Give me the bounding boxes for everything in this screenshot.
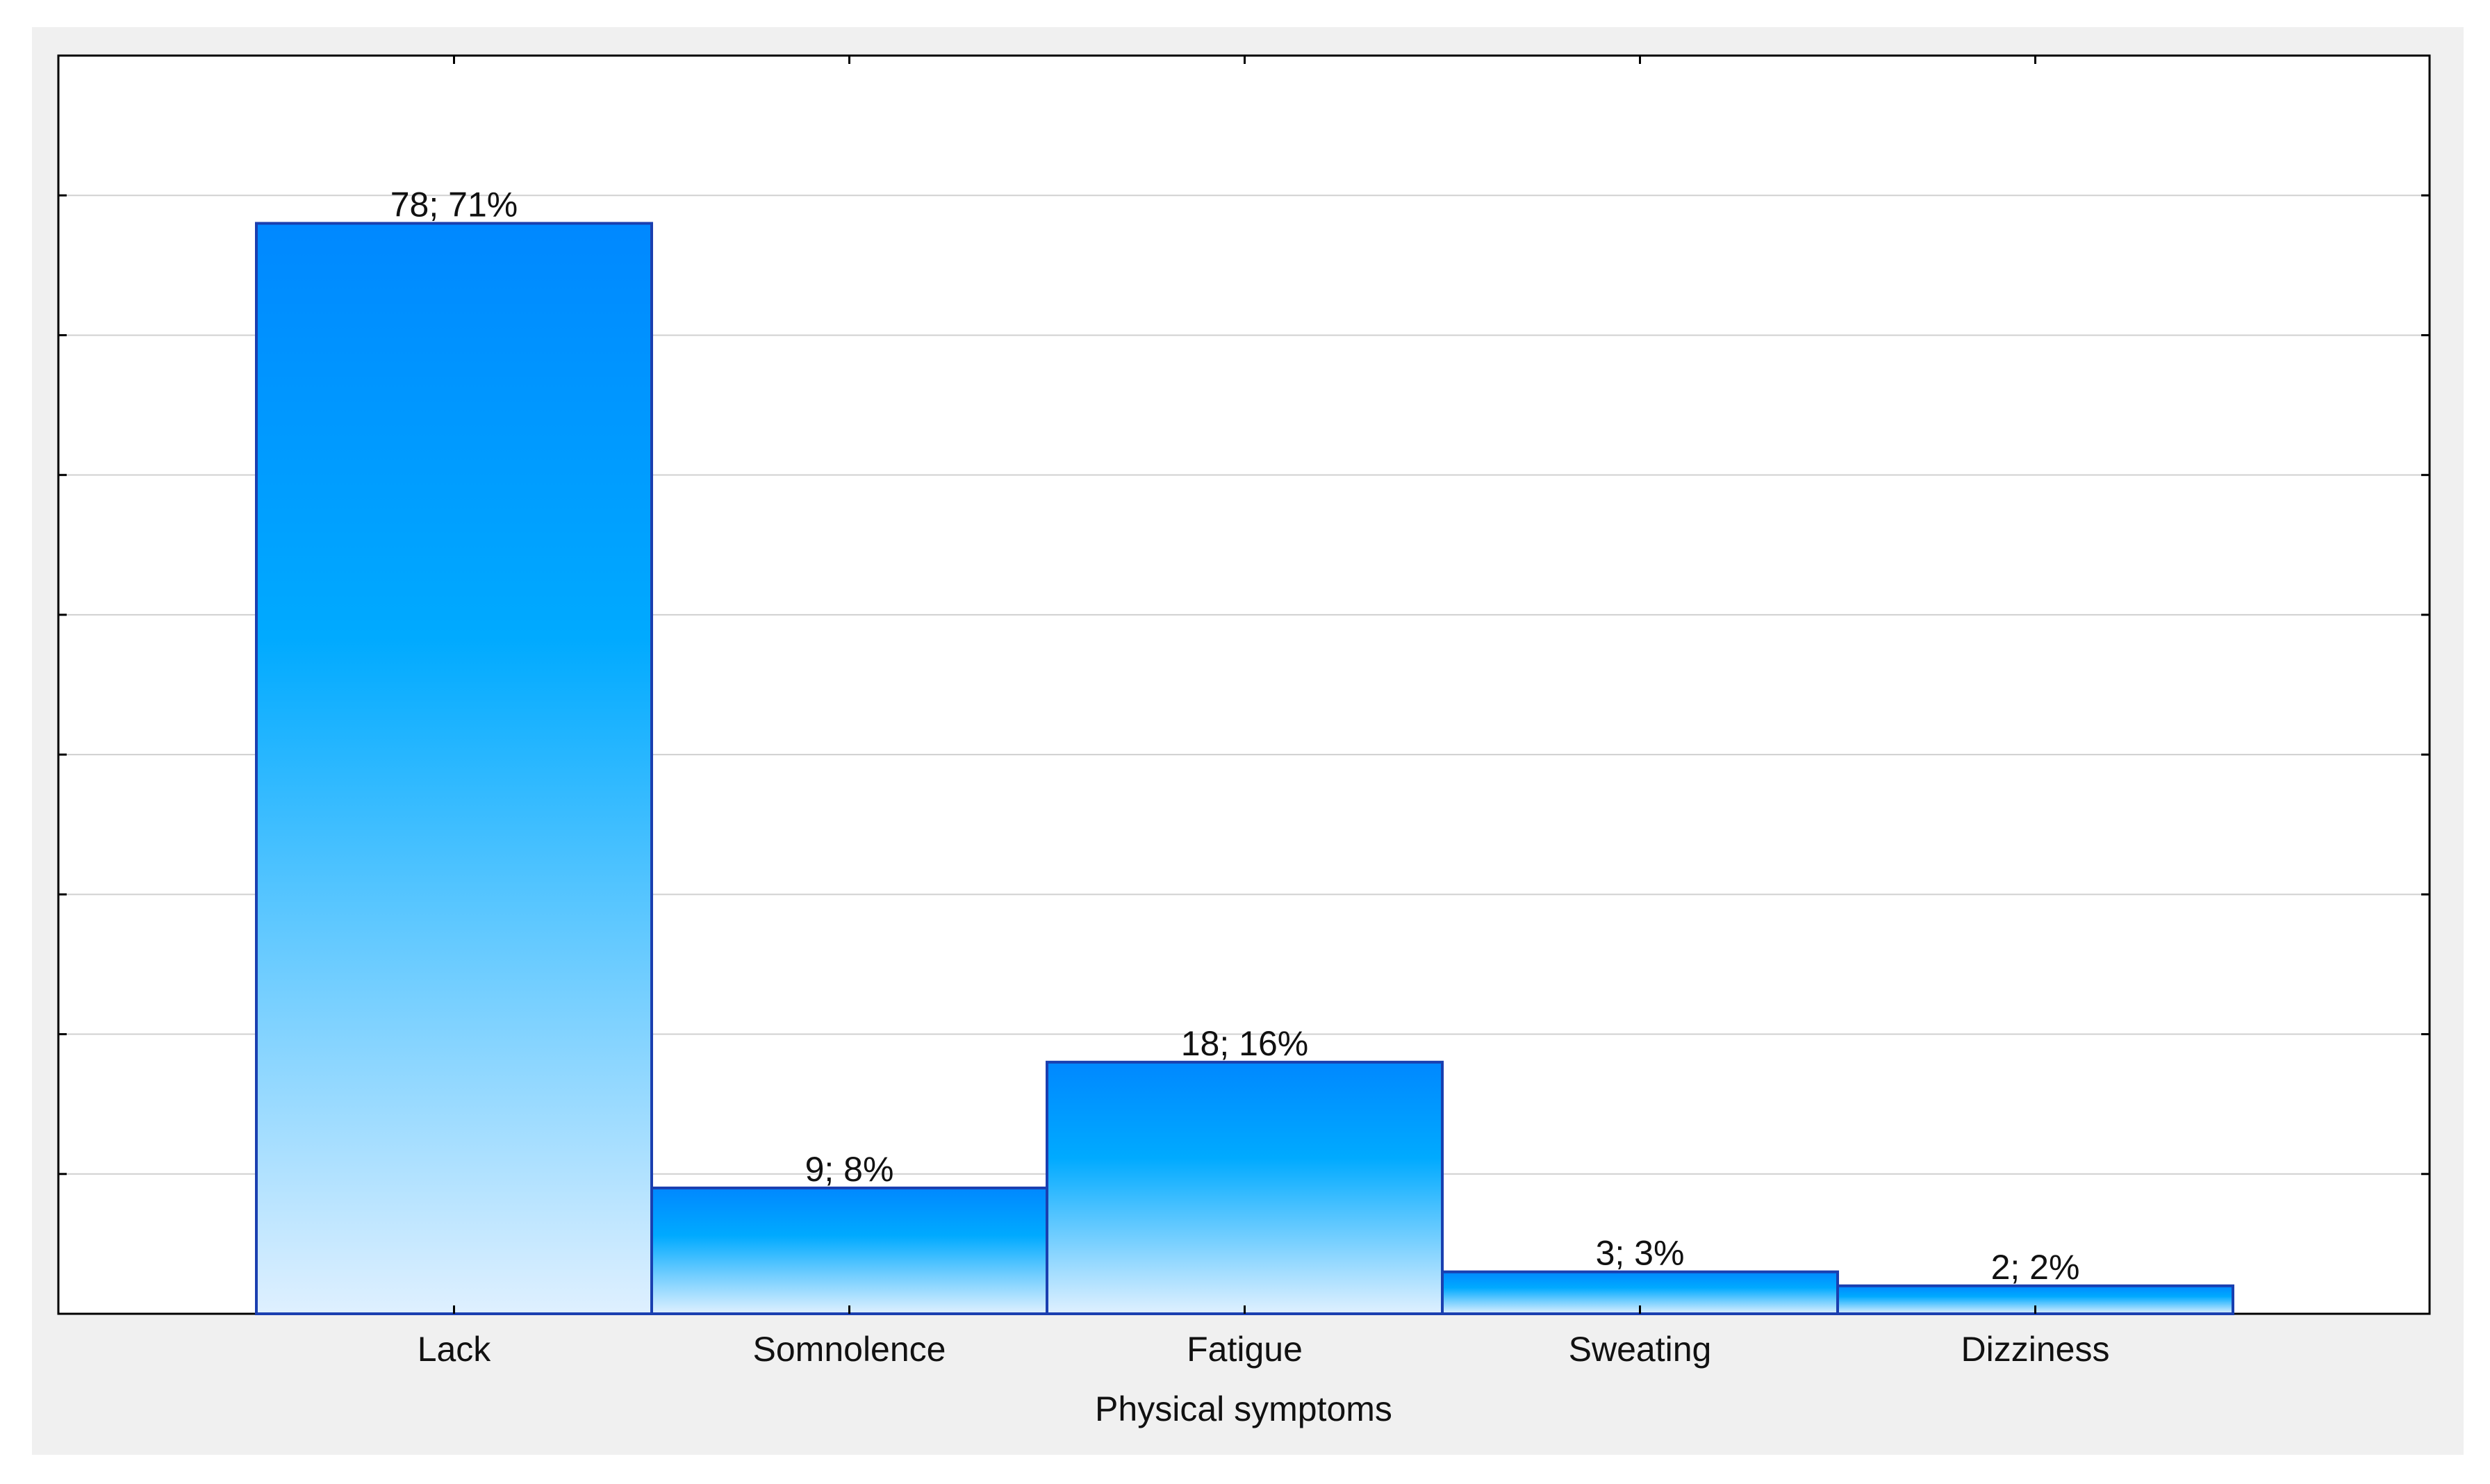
x-axis: Lack Somnolence Fatigue Sweating Dizziness [418,56,2110,1369]
data-label: 2; 2% [1991,1248,2080,1287]
category-label: Sweating [1569,1330,1712,1369]
bars [255,222,2234,1316]
category-label: Dizziness [1961,1330,2110,1369]
x-axis-title: Physical symptoms [1095,1390,1392,1428]
data-label: 18; 16% [1181,1024,1308,1063]
bar-lack [255,222,653,1315]
bar-somnolence [650,1186,1048,1316]
data-label: 9; 8% [805,1150,894,1189]
data-label: 3; 3% [1596,1234,1685,1273]
category-label: Somnolence [753,1330,946,1369]
data-label: 78; 71% [390,185,518,224]
category-label: Fatigue [1187,1330,1303,1369]
bar-fatigue [1046,1060,1444,1316]
category-label: Lack [418,1330,492,1369]
data-labels: 78; 71% 9; 8% 18; 16% 3; 3% 2; 2% [390,185,2080,1286]
